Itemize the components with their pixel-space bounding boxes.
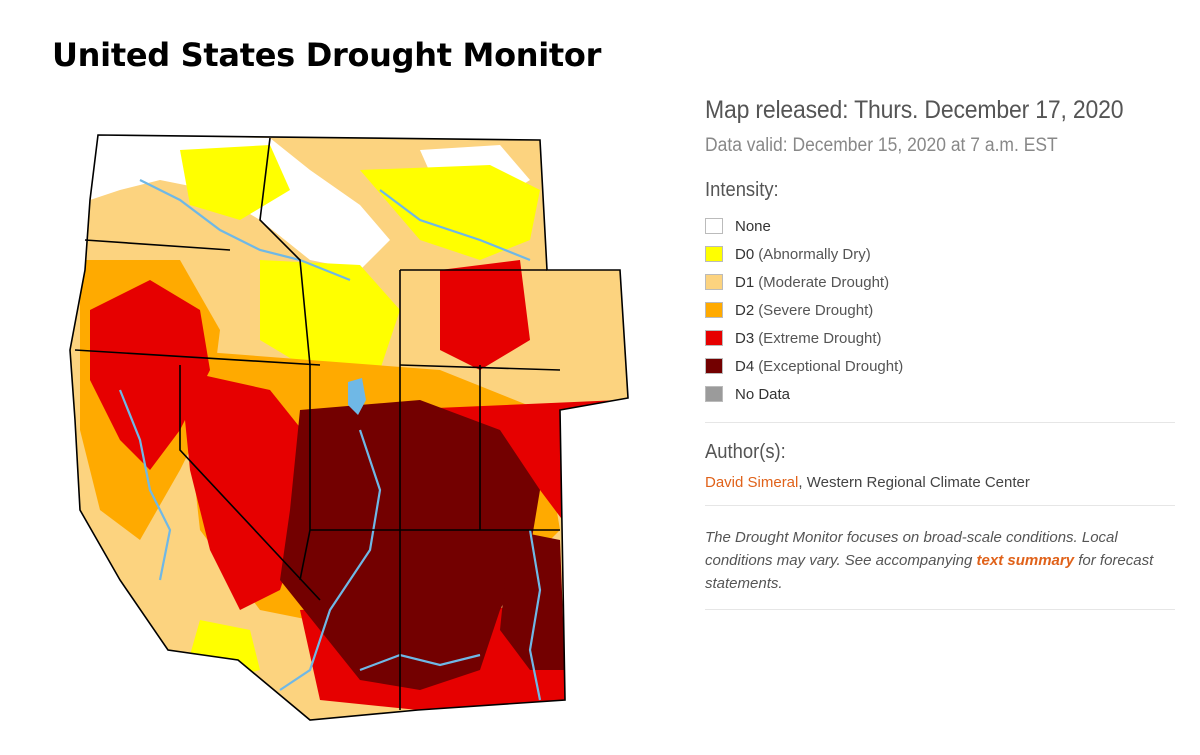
disclaimer-note: The Drought Monitor focuses on broad-sca…	[705, 526, 1175, 595]
river-gila	[359, 653, 481, 672]
info-panel: Map released: Thurs. December 17, 2020 D…	[705, 96, 1175, 610]
border-wa-or	[84, 239, 231, 251]
d3-area-wyoming	[440, 260, 530, 370]
map-released-date: Map released: Thurs. December 17, 2020	[705, 96, 1124, 124]
d3-area-nevada	[180, 370, 310, 610]
legend-desc: (Extreme Drought)	[758, 329, 882, 347]
river-rio-grande	[528, 529, 542, 701]
state-borders	[69, 134, 629, 721]
legend-label: D4	[735, 357, 755, 375]
swatch-none	[705, 218, 723, 234]
note-text-before: The Drought Monitor focuses on broad-sca…	[705, 529, 1118, 569]
divider	[705, 505, 1175, 506]
divider	[705, 609, 1175, 610]
legend-item-none: None	[705, 212, 1175, 240]
legend-label: D2	[735, 301, 755, 319]
swatch-d2	[705, 302, 723, 318]
rivers	[118, 179, 542, 701]
legend-item-d2: D2 (Severe Drought)	[705, 296, 1175, 324]
divider	[705, 422, 1175, 423]
legend-label: D0	[735, 245, 755, 263]
legend-item-d0: D0 (Abnormally Dry)	[705, 240, 1175, 268]
intensity-legend: None D0 (Abnormally Dry) D1 (Moderate Dr…	[705, 212, 1175, 408]
drought-layers	[70, 135, 628, 720]
legend-label: No Data	[735, 385, 791, 403]
d0-area-idaho	[260, 260, 400, 370]
legend-item-no-data: No Data	[705, 380, 1175, 408]
author-link[interactable]: David Simeral	[705, 474, 799, 491]
author-heading: Author(s):	[705, 441, 786, 463]
d0-area-montana	[360, 165, 540, 260]
legend-desc: (Moderate Drought)	[758, 273, 890, 291]
legend-item-d3: D3 (Extreme Drought)	[705, 324, 1175, 352]
legend-desc: (Abnormally Dry)	[758, 245, 871, 263]
d4-area-four-corners	[280, 400, 540, 690]
d4-area-newmexico	[500, 530, 565, 670]
swatch-d4	[705, 358, 723, 374]
swatch-d0	[705, 246, 723, 262]
author-org: , Western Regional Climate Center	[798, 474, 1030, 491]
river-colorado	[279, 429, 382, 691]
swatch-d1	[705, 274, 723, 290]
author-line: David Simeral, Western Regional Climate …	[705, 474, 1175, 491]
page-title: United States Drought Monitor	[52, 36, 602, 74]
river-1	[139, 179, 351, 282]
outer-border	[69, 134, 629, 721]
swatch-d3	[705, 330, 723, 346]
drought-map-svg	[69, 134, 629, 721]
legend-label: None	[735, 217, 771, 235]
intensity-heading: Intensity:	[705, 179, 779, 201]
legend-item-d1: D1 (Moderate Drought)	[705, 268, 1175, 296]
legend-desc: (Severe Drought)	[758, 301, 874, 319]
text-summary-link[interactable]: text summary	[976, 552, 1075, 569]
river-2	[118, 389, 172, 581]
legend-desc: (Exceptional Drought)	[758, 357, 904, 375]
great-salt-lake	[348, 378, 366, 415]
border-ca-nv	[179, 365, 321, 601]
border-id	[259, 137, 311, 366]
legend-label: D3	[735, 329, 755, 347]
note-text-after: for forecast statements.	[705, 552, 1154, 592]
data-valid-date: Data valid: December 15, 2020 at 7 a.m. …	[705, 135, 1058, 156]
legend-item-d4: D4 (Exceptional Drought)	[705, 352, 1175, 380]
border-or-ca	[74, 349, 321, 366]
drought-map	[60, 110, 640, 730]
legend-label: D1	[735, 273, 755, 291]
river-3	[379, 189, 531, 262]
swatch-no-data	[705, 386, 723, 402]
